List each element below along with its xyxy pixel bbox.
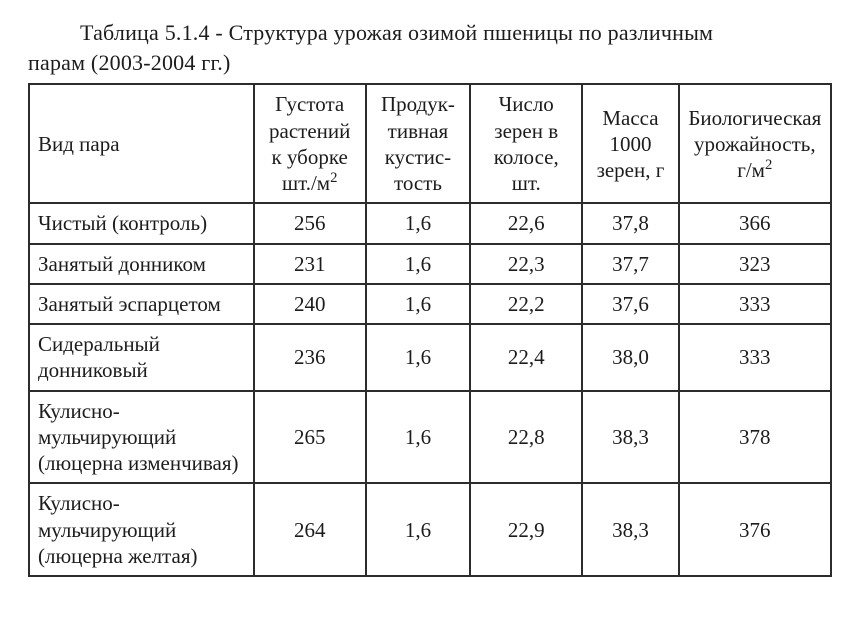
- row-label: Сидеральный донниковый: [29, 324, 254, 391]
- cell: 256: [254, 203, 366, 243]
- col-header-type: Вид пара: [29, 84, 254, 203]
- cell: 1,6: [366, 324, 470, 391]
- cell: 38,3: [582, 483, 678, 576]
- cell: 1,6: [366, 244, 470, 284]
- cell: 22,2: [470, 284, 582, 324]
- cell: 366: [679, 203, 831, 243]
- cell: 265: [254, 391, 366, 484]
- cell: 333: [679, 284, 831, 324]
- col-header-grains: Число зерен в колосе, шт.: [470, 84, 582, 203]
- cell: 1,6: [366, 203, 470, 243]
- col-header-mass: Масса 1000 зерен, г: [582, 84, 678, 203]
- cell: 38,3: [582, 391, 678, 484]
- cell: 1,6: [366, 483, 470, 576]
- cell: 1,6: [366, 391, 470, 484]
- cell: 231: [254, 244, 366, 284]
- table-row: Занятый донником 231 1,6 22,3 37,7 323: [29, 244, 831, 284]
- table-row: Занятый эспарцетом 240 1,6 22,2 37,6 333: [29, 284, 831, 324]
- cell: 38,0: [582, 324, 678, 391]
- cell: 22,8: [470, 391, 582, 484]
- table-body: Чистый (контроль) 256 1,6 22,6 37,8 366 …: [29, 203, 831, 576]
- table-caption: Таблица 5.1.4 - Структура урожая озимой …: [28, 18, 832, 77]
- header-row: Вид пара Густота растений к уборке шт./м…: [29, 84, 831, 203]
- col-header-yield: Биологическая урожайность, г/м2: [679, 84, 831, 203]
- data-table: Вид пара Густота растений к уборке шт./м…: [28, 83, 832, 577]
- caption-line: парам (2003-2004 гг.): [28, 50, 230, 75]
- cell: 1,6: [366, 284, 470, 324]
- table-row: Кулисно-мульчирующий (люцерна изменчивая…: [29, 391, 831, 484]
- row-label: Занятый донником: [29, 244, 254, 284]
- cell: 22,3: [470, 244, 582, 284]
- cell: 264: [254, 483, 366, 576]
- cell: 376: [679, 483, 831, 576]
- caption-line: Таблица 5.1.4 - Структура урожая озимой …: [80, 20, 713, 45]
- cell: 37,7: [582, 244, 678, 284]
- cell: 333: [679, 324, 831, 391]
- cell: 22,9: [470, 483, 582, 576]
- cell: 37,6: [582, 284, 678, 324]
- table-head: Вид пара Густота растений к уборке шт./м…: [29, 84, 831, 203]
- row-label: Кулисно-мульчирующий (люцерна желтая): [29, 483, 254, 576]
- cell: 323: [679, 244, 831, 284]
- col-header-density: Густота растений к уборке шт./м2: [254, 84, 366, 203]
- table-row: Кулисно-мульчирующий (люцерна желтая) 26…: [29, 483, 831, 576]
- cell: 236: [254, 324, 366, 391]
- table-row: Чистый (контроль) 256 1,6 22,6 37,8 366: [29, 203, 831, 243]
- row-label: Занятый эспарцетом: [29, 284, 254, 324]
- row-label: Кулисно-мульчирующий (люцерна изменчивая…: [29, 391, 254, 484]
- row-label: Чистый (контроль): [29, 203, 254, 243]
- col-header-bush: Продук-тивная кустис-тость: [366, 84, 470, 203]
- page: Таблица 5.1.4 - Структура урожая озимой …: [0, 0, 860, 587]
- cell: 37,8: [582, 203, 678, 243]
- cell: 378: [679, 391, 831, 484]
- cell: 22,6: [470, 203, 582, 243]
- cell: 22,4: [470, 324, 582, 391]
- table-row: Сидеральный донниковый 236 1,6 22,4 38,0…: [29, 324, 831, 391]
- cell: 240: [254, 284, 366, 324]
